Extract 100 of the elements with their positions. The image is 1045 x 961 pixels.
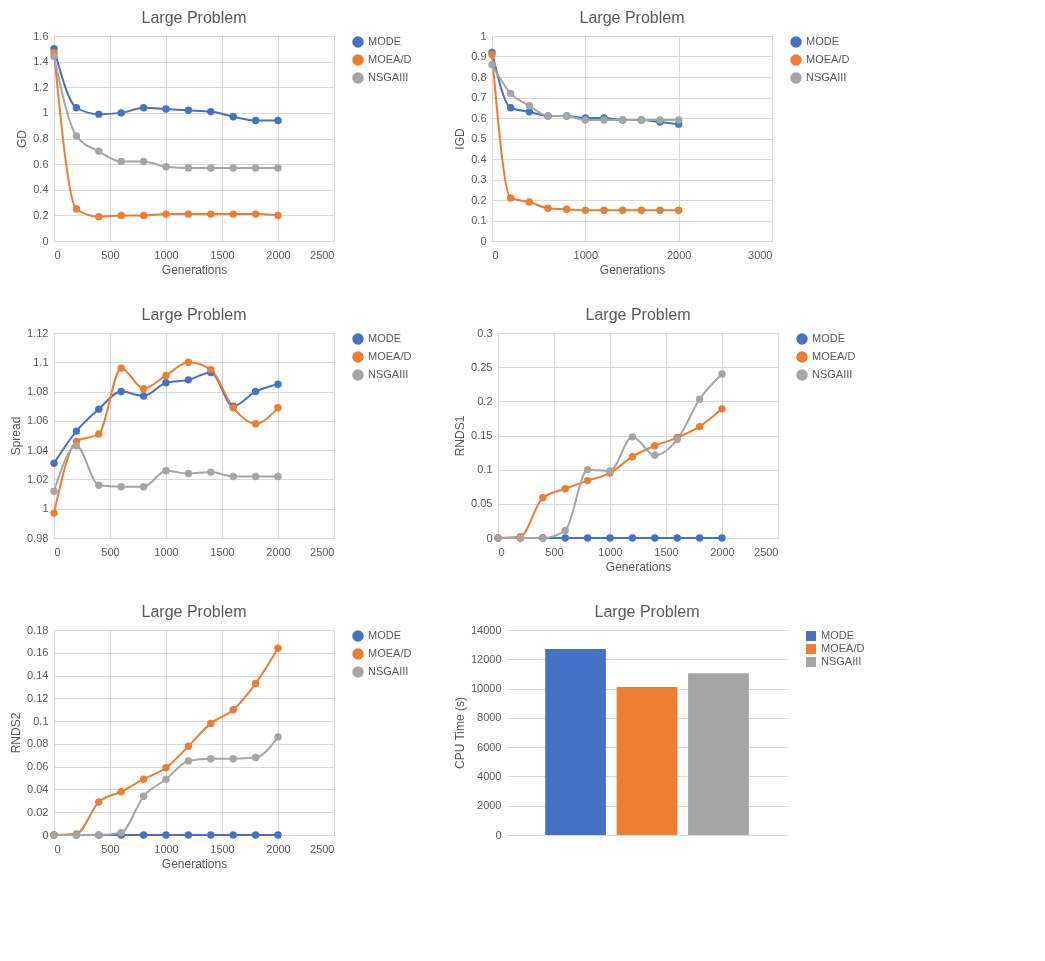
y-tick-label: 0.3 bbox=[477, 326, 493, 339]
y-tick-label: 1.4 bbox=[33, 55, 49, 68]
point bbox=[251, 420, 260, 428]
y-tick-label: 0.1 bbox=[33, 714, 49, 727]
point bbox=[628, 452, 637, 461]
legend-label: MODE bbox=[806, 35, 839, 47]
point bbox=[72, 427, 81, 435]
chart-title: Large Problem bbox=[594, 603, 700, 620]
y-tick-label: 0.3 bbox=[471, 173, 487, 185]
x-tick-label: 1500 bbox=[654, 545, 679, 558]
point bbox=[207, 719, 215, 728]
x-tick-label: 1000 bbox=[154, 248, 179, 261]
point bbox=[162, 162, 170, 171]
y-tick-label: 1.1 bbox=[33, 355, 49, 368]
point bbox=[184, 742, 193, 750]
y-tick-label: 0 bbox=[42, 234, 49, 247]
y-tick-label: 0.08 bbox=[27, 737, 49, 750]
x-tick-label: 1500 bbox=[210, 842, 235, 855]
y-tick-label: 0 bbox=[480, 234, 487, 247]
point bbox=[229, 164, 237, 172]
point bbox=[162, 764, 170, 772]
x-tick-label: 1000 bbox=[154, 545, 179, 558]
point bbox=[207, 107, 215, 116]
point bbox=[139, 211, 148, 220]
point bbox=[583, 476, 592, 485]
point bbox=[251, 210, 260, 218]
x-tick-label: 2000 bbox=[266, 248, 291, 261]
legend-label: NSGAIII bbox=[812, 368, 853, 380]
y-tick-label: 0.25 bbox=[471, 360, 493, 373]
y-tick-label: 0.2 bbox=[477, 394, 493, 407]
y-tick-label: 12000 bbox=[470, 652, 502, 665]
point bbox=[184, 831, 193, 839]
point bbox=[184, 376, 193, 384]
point bbox=[229, 831, 237, 839]
chart-title: Large Problem bbox=[141, 9, 247, 26]
point bbox=[95, 147, 103, 156]
y-tick-label: 8000 bbox=[477, 711, 502, 724]
y-tick-label: 0 bbox=[42, 828, 49, 841]
point bbox=[274, 380, 282, 388]
y-tick-label: 1 bbox=[42, 502, 49, 515]
point bbox=[229, 113, 237, 121]
y-tick-label: 0.7 bbox=[471, 91, 487, 103]
y-tick-label: 0.12 bbox=[27, 691, 49, 704]
point bbox=[229, 472, 237, 481]
point bbox=[184, 210, 193, 218]
point bbox=[718, 370, 726, 378]
x-axis-title: Generations bbox=[599, 262, 666, 277]
point bbox=[72, 442, 81, 450]
chart-title: Large Problem bbox=[585, 306, 691, 323]
y-tick-label: 0.5 bbox=[471, 132, 487, 144]
point bbox=[95, 798, 103, 806]
x-tick-label: 500 bbox=[545, 545, 564, 558]
y-tick-label: 0.16 bbox=[27, 646, 49, 659]
point bbox=[561, 485, 569, 493]
legend-label: MODE bbox=[368, 35, 401, 47]
chart-title: Large Problem bbox=[141, 603, 247, 620]
point bbox=[162, 379, 170, 387]
point bbox=[95, 405, 103, 413]
point bbox=[139, 104, 148, 112]
x-tick-label: 1500 bbox=[210, 248, 235, 261]
point bbox=[117, 157, 125, 166]
y-tick-label: 1.6 bbox=[33, 29, 49, 42]
point bbox=[274, 472, 282, 481]
y-tick-label: 0.4 bbox=[33, 183, 49, 196]
x-tick-label: 2500 bbox=[754, 545, 779, 558]
x-tick-label: 2000 bbox=[666, 248, 692, 261]
point bbox=[561, 526, 569, 535]
point bbox=[50, 52, 58, 61]
legend-label: MOEA/D bbox=[368, 53, 412, 65]
point bbox=[274, 116, 282, 125]
point bbox=[50, 459, 58, 468]
point bbox=[72, 104, 81, 112]
point bbox=[251, 387, 260, 396]
x-tick-label: 1000 bbox=[573, 248, 599, 261]
point bbox=[229, 754, 237, 763]
bar bbox=[545, 649, 606, 835]
x-tick-label: 0 bbox=[54, 842, 61, 855]
y-tick-label: 0.2 bbox=[471, 193, 487, 206]
y-tick-label: 0.4 bbox=[471, 152, 487, 165]
point bbox=[628, 433, 637, 441]
y-tick-label: 10000 bbox=[470, 682, 502, 695]
x-tick-label: 0 bbox=[54, 248, 61, 261]
point bbox=[162, 105, 170, 113]
y-tick-label: 0.98 bbox=[27, 531, 49, 544]
y-tick-label: 2000 bbox=[477, 799, 502, 812]
legend-label: MOEA/D bbox=[821, 642, 865, 654]
y-tick-label: 0.15 bbox=[471, 429, 493, 441]
point bbox=[117, 364, 125, 372]
y-tick-label: 1.06 bbox=[27, 414, 49, 427]
point bbox=[274, 644, 282, 652]
y-tick-label: 1.2 bbox=[33, 80, 49, 93]
x-tick-label: 500 bbox=[101, 842, 120, 855]
point bbox=[207, 831, 215, 839]
point bbox=[651, 451, 659, 460]
point bbox=[184, 469, 193, 478]
chart-title: Large Problem bbox=[141, 306, 247, 323]
legend-label: MOEA/D bbox=[806, 53, 850, 65]
legend-label: NSGAIII bbox=[368, 71, 409, 83]
point bbox=[651, 442, 659, 450]
point bbox=[628, 534, 637, 542]
